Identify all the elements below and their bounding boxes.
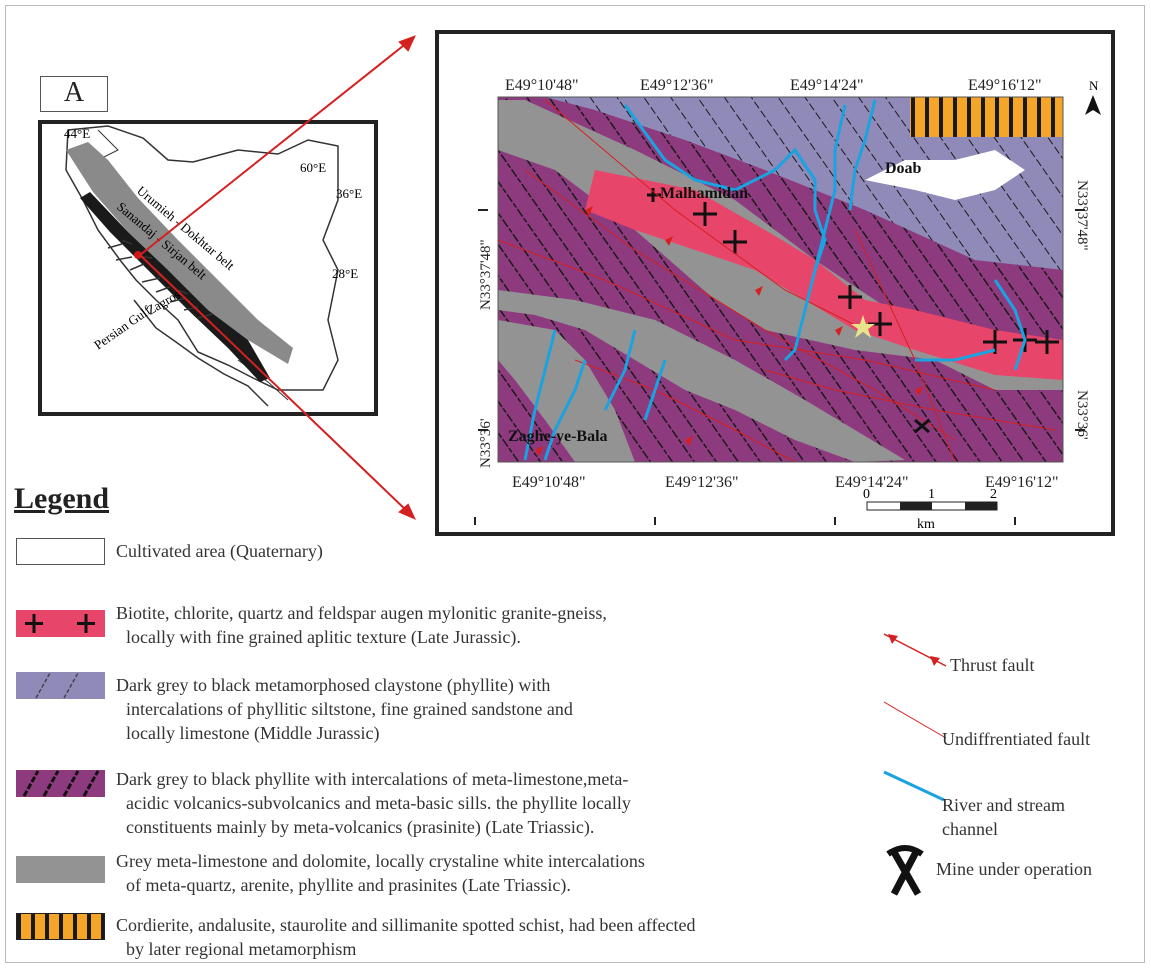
legend-text-schist-2: by later regional metamorphism <box>126 939 357 959</box>
legend-swatch-limestone <box>16 856 105 883</box>
scale-unit: km <box>917 517 935 532</box>
legend-title: Legend <box>14 482 110 515</box>
place-zaghe-ye-bala: Zaghe-ye-Bala <box>508 428 608 445</box>
top-lon-3: E49°14'24" <box>790 77 864 94</box>
legend-text-phyllite-lt-2: acidic volcanics-subvolcanics and meta-b… <box>126 793 631 813</box>
legend-text-river-1: River and stream <box>942 795 1065 815</box>
panel-a-label: A <box>40 76 108 112</box>
legend-text-limestone-1: Grey meta-limestone and dolomite, locall… <box>116 851 645 871</box>
legend-text-phyllite-lt-1: Dark grey to black phyllite with interca… <box>116 769 629 789</box>
scale-tick-0: 0 <box>863 487 870 502</box>
legend-text-schist-1: Cordierite, andalusite, staurolite and s… <box>116 915 696 935</box>
legend-text-mine: Mine under operation <box>936 859 1092 879</box>
thrust-fault-icon <box>883 633 947 667</box>
bottom-lon-3: E49°14'24" <box>835 474 909 491</box>
bottom-lon-2: E49°12'36" <box>665 474 739 491</box>
mine-icon <box>886 845 924 896</box>
place-malhamidan: Malhamidan <box>660 185 749 202</box>
north-label: N <box>1089 78 1099 93</box>
legend-text-granite-2: locally with fine grained aplitic textur… <box>126 627 521 647</box>
legend-swatch-schist <box>16 913 105 940</box>
figure-frame <box>5 5 1145 963</box>
legend-swatch-cultivated <box>16 538 105 565</box>
legend-text-cultivated: Cultivated area (Quaternary) <box>116 541 323 561</box>
legend-swatch-phyllite-mj <box>16 672 105 699</box>
top-lon-2: E49°12'36" <box>640 77 714 94</box>
bottom-lon-1: E49°10'48" <box>512 474 586 491</box>
legend-swatch-phyllite-lt <box>16 770 105 797</box>
legend-swatch-granite <box>16 610 105 637</box>
top-lon-1: E49°10'48" <box>505 77 579 94</box>
legend-text-phyllite-mj-3: locally limestone (Middle Jurassic) <box>126 723 380 743</box>
legend-text-phyllite-lt-3: constituents mainly by meta-volcanics (p… <box>126 817 595 837</box>
top-lon-4: E49°16'12" <box>968 77 1042 94</box>
legend-text-granite-1: Biotite, chlorite, quartz and feldspar a… <box>116 603 607 623</box>
legend-text-thrust-fault: Thrust fault <box>950 655 1035 675</box>
geological-map: N 0 1 2 km <box>435 30 1115 536</box>
legend-text-phyllite-mj-1: Dark grey to black metamorphosed claysto… <box>116 675 551 695</box>
legend-text-limestone-2: of meta-quartz, arenite, phyllite and pr… <box>126 875 571 895</box>
iran-overview-map: 44°E 60°E 36°E 28°E Urumieh - Dokhtar be… <box>38 120 378 416</box>
scale-tick-1: 1 <box>928 487 935 502</box>
left-lat-1: N33°37'48" <box>478 239 494 310</box>
place-doab: Doab <box>885 160 922 177</box>
lon-60-label: 60°E <box>300 160 326 175</box>
legend-text-river-2: channel <box>942 819 998 839</box>
lat-28-label: 28°E <box>332 266 358 281</box>
lon-44-label: 44°E <box>64 126 90 141</box>
bottom-lon-4: E49°16'12" <box>985 474 1059 491</box>
legend-text-phyllite-mj-2: intercalations of phyllitic siltstone, f… <box>126 699 573 719</box>
legend-text-fault: Undiffrentiated fault <box>942 729 1091 749</box>
fault-line-icon <box>883 701 947 739</box>
right-lat-1: N33°37'48" <box>1074 180 1090 251</box>
right-lat-2: N33°36' <box>1074 390 1090 440</box>
left-lat-2: N33°36' <box>478 418 494 468</box>
river-icon <box>883 770 945 802</box>
scale-tick-2: 2 <box>990 487 997 502</box>
lat-36-label: 36°E <box>336 186 362 201</box>
